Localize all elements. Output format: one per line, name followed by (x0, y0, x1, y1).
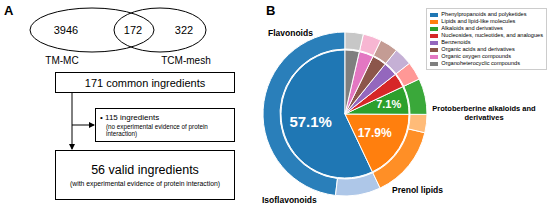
legend-text: Benzenoids (441, 39, 470, 46)
flow-arrow (72, 125, 94, 126)
legend-entry: Nucleosides, nucleotides, and analogues (430, 32, 543, 39)
valid-box: 56 valid ingredients (with experimental e… (55, 150, 235, 200)
common-box: 171 common ingredients (55, 72, 235, 93)
valid-note: (with experimental evidence of protein i… (70, 180, 220, 187)
legend-swatch (430, 41, 438, 45)
venn-left (30, 8, 154, 52)
valid-title: 56 valid ingredients (91, 163, 199, 177)
legend-swatch (430, 55, 438, 59)
legend-swatch (430, 20, 438, 24)
legend-text: Phenylpropanoids and polyketides (441, 11, 526, 18)
venn-right (114, 8, 206, 52)
legend-text: Nucleosides, nucleotides, and analogues (441, 32, 543, 39)
legend-text: Organoheterocyclic compounds (441, 60, 520, 67)
data-label: 17.9% (358, 126, 392, 140)
legend-swatch (430, 48, 438, 52)
outer-label: Isoflavonoids (262, 195, 317, 205)
legend: Phenylpropanoids and polyketidesLipids a… (426, 8, 547, 70)
legend-entry: Alkaloids and derivatives (430, 25, 543, 32)
outer-label: Protoberberine alkaloids and derivatives (428, 104, 540, 122)
outer-label: Flavonoids (268, 28, 313, 38)
inner-wedge (345, 50, 359, 114)
flow-arrow (72, 93, 73, 149)
outer-wedge (408, 114, 427, 132)
legend-entry: Organic oxygen compounds (430, 53, 543, 60)
venn-label: TCM-mesh (161, 55, 210, 66)
venn-count: 3946 (54, 24, 78, 36)
legend-text: Lipids and lipid-like molecules (441, 18, 515, 25)
legend-text: Organic oxygen compounds (441, 53, 511, 60)
legend-entry: Phenylpropanoids and polyketides (430, 11, 543, 18)
data-label: 7.1% (376, 98, 401, 110)
legend-entry: Benzenoids (430, 39, 543, 46)
legend-swatch (430, 27, 438, 31)
panel-label: B (266, 3, 275, 18)
outer-wedge (345, 32, 363, 51)
outer-wedge (263, 32, 345, 195)
outer-wedge (335, 173, 380, 196)
legend-text: Alkaloids and derivatives (441, 25, 503, 32)
venn-count: 322 (175, 24, 193, 36)
excluded-note: (no experimental evidence of protein int… (100, 123, 230, 137)
data-label: 57.1% (289, 113, 332, 130)
legend-entry: Lipids and lipid-like molecules (430, 18, 543, 25)
legend-text: Organic acids and derivatives (441, 46, 514, 53)
sunburst (263, 32, 427, 196)
figure: A 3946 172 322 TM-MC TCM-mesh B Flavonoids Isofl… (0, 0, 550, 208)
panel-label: A (4, 3, 14, 18)
venn-count: 172 (124, 24, 142, 36)
legend-swatch (430, 13, 438, 17)
legend-entry: Organic acids and derivatives (430, 46, 543, 53)
legend-swatch (430, 62, 438, 66)
legend-entry: Organoheterocyclic compounds (430, 60, 543, 67)
venn-label: TM-MC (45, 55, 78, 66)
common-text: 171 common ingredients (85, 77, 205, 89)
outer-label: Prenol lipids (392, 185, 443, 195)
excluded-title: • 115 ingredients (100, 113, 159, 122)
legend-swatch (430, 34, 438, 38)
excluded-box: • 115 ingredients(no experimental eviden… (95, 108, 235, 142)
